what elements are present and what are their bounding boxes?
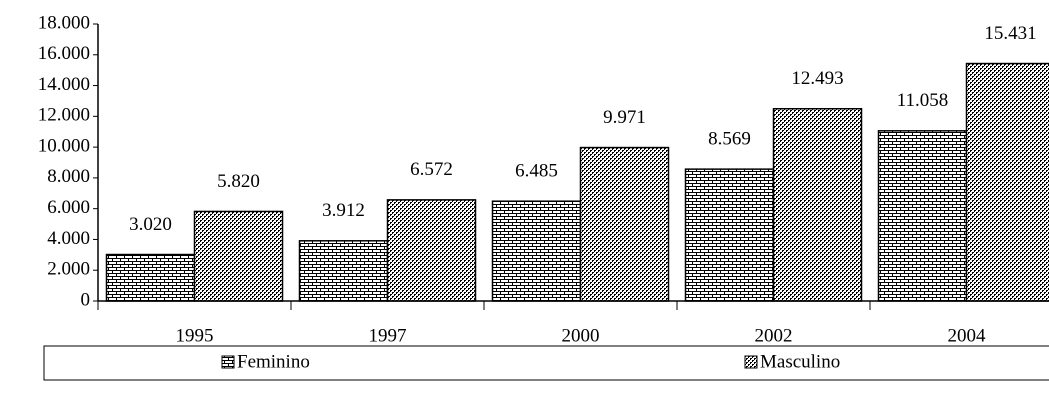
y-tick-label: 4.000 bbox=[47, 228, 90, 249]
y-tick-label: 12.000 bbox=[38, 105, 90, 126]
data-label: 11.058 bbox=[897, 90, 949, 111]
y-tick-label: 2.000 bbox=[47, 259, 90, 280]
bar bbox=[877, 130, 968, 302]
x-tick-label: 2002 bbox=[755, 325, 793, 346]
legend-swatch bbox=[221, 355, 235, 369]
legend-label: Masculino bbox=[760, 351, 840, 372]
x-tick-label: 2000 bbox=[562, 325, 600, 346]
legend-box bbox=[43, 345, 1049, 381]
data-label: 9.971 bbox=[603, 107, 646, 128]
y-tick-label: 10.000 bbox=[38, 135, 90, 156]
bar bbox=[684, 168, 775, 302]
legend-label: Feminino bbox=[237, 351, 310, 372]
x-tick-label: 1995 bbox=[176, 325, 214, 346]
data-label: 6.572 bbox=[410, 159, 453, 180]
legend-swatch bbox=[744, 355, 758, 369]
y-tick-label: 14.000 bbox=[38, 74, 90, 95]
data-label: 5.820 bbox=[217, 171, 260, 192]
bar bbox=[386, 199, 477, 302]
data-label: 15.431 bbox=[984, 23, 1036, 44]
x-tick-label: 2004 bbox=[948, 325, 987, 346]
bar bbox=[491, 200, 582, 302]
bar bbox=[772, 107, 863, 302]
y-tick-label: 18.000 bbox=[38, 12, 90, 33]
data-label: 6.485 bbox=[515, 161, 558, 182]
bar bbox=[193, 210, 284, 302]
bar bbox=[965, 62, 1049, 302]
bar bbox=[105, 253, 196, 302]
data-label: 3.020 bbox=[129, 214, 172, 235]
bar bbox=[579, 146, 670, 302]
data-label: 8.569 bbox=[708, 128, 751, 149]
data-label: 12.493 bbox=[791, 68, 843, 89]
bar bbox=[298, 240, 389, 302]
y-tick-label: 16.000 bbox=[38, 43, 90, 64]
x-tick-label: 1997 bbox=[369, 325, 407, 346]
y-tick-label: 8.000 bbox=[47, 166, 90, 187]
y-tick-label: 6.000 bbox=[47, 197, 90, 218]
y-tick-label: 0 bbox=[81, 289, 91, 310]
data-label: 3.912 bbox=[322, 200, 365, 221]
